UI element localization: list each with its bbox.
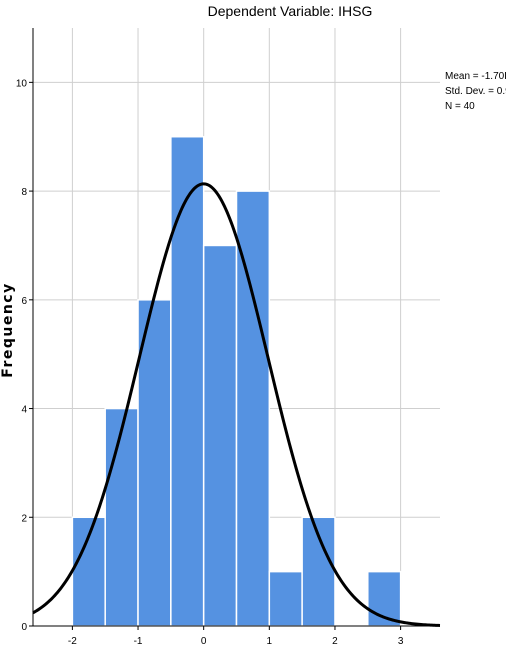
y-axis-label: Frequency (0, 282, 16, 377)
y-tick-label: 0 (21, 622, 27, 633)
y-tick-label: 8 (21, 187, 27, 198)
stats-n: N = 40 (445, 101, 475, 112)
normal-curve (32, 182, 441, 627)
x-tick-label: 3 (398, 636, 404, 647)
x-tick-label: 1 (267, 636, 273, 647)
stats-std-dev: Std. Dev. = 0.981 (445, 86, 506, 97)
y-tick-label: 4 (21, 405, 27, 416)
bars-layer (71, 135, 402, 627)
histogram-bar (137, 299, 172, 627)
histogram-bar (202, 244, 238, 627)
stats-mean: Mean = -1.70E-15 (445, 71, 506, 82)
x-tick-label: -2 (68, 636, 77, 647)
histogram-bar (235, 190, 271, 627)
y-tick-label: 2 (21, 513, 27, 524)
histogram-bar (104, 407, 139, 627)
stats-box: Mean = -1.70E-15 Std. Dev. = 0.981 N = 4… (445, 71, 506, 112)
curve-layer (32, 182, 441, 627)
x-tick-label: -1 (134, 636, 143, 647)
y-tick-label: 6 (21, 296, 27, 307)
x-tick-label: 2 (332, 636, 338, 647)
x-tick-label: 0 (201, 636, 207, 647)
chart-title: Dependent Variable: IHSG (208, 3, 373, 19)
ticks-layer: 0 2 4 6 8 10 -2 -1 0 1 2 3 (16, 78, 404, 647)
y-tick-label: 10 (16, 78, 28, 89)
histogram-bar (170, 135, 205, 627)
histogram-bar (268, 570, 303, 627)
axes-layer (32, 28, 440, 627)
